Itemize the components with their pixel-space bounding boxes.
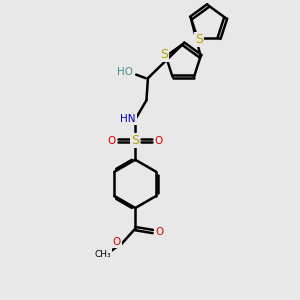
Text: HO: HO <box>117 67 133 77</box>
Text: S: S <box>195 33 203 46</box>
Text: HN: HN <box>120 114 136 124</box>
Text: O: O <box>155 226 164 237</box>
Text: O: O <box>108 136 116 146</box>
Text: S: S <box>131 134 139 147</box>
Text: S: S <box>160 48 168 61</box>
Text: O: O <box>155 136 163 146</box>
Text: O: O <box>112 237 121 247</box>
Text: CH₃: CH₃ <box>94 250 111 259</box>
